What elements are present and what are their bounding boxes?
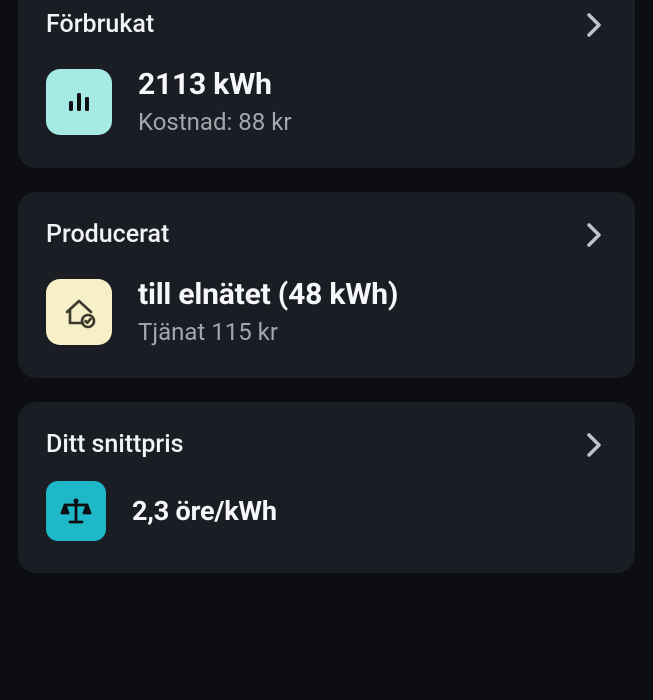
consumed-card[interactable]: Förbrukat 2113 kWh Kostnad: 88 kr [18,0,635,168]
consumed-body: 2113 kWh Kostnad: 88 kr [46,67,607,136]
produced-main-value: till elnätet (48 kWh) [138,277,398,312]
avgprice-main-value: 2,3 öre/kWh [132,495,277,527]
consumed-values: 2113 kWh Kostnad: 88 kr [138,67,292,136]
consumed-title: Förbrukat [46,10,154,39]
produced-card[interactable]: Producerat till elnätet (48 kWh) Tjänat … [18,192,635,378]
chevron-right-icon [581,12,607,38]
consumed-header: Förbrukat [46,10,607,39]
produced-values: till elnätet (48 kWh) Tjänat 115 kr [138,277,398,346]
consumed-sub-value: Kostnad: 88 kr [138,108,292,136]
scale-icon [46,481,106,541]
bar-chart-icon [46,69,112,135]
avgprice-values: 2,3 öre/kWh [132,495,277,527]
house-check-icon [46,279,112,345]
produced-body: till elnätet (48 kWh) Tjänat 115 kr [46,277,607,346]
avgprice-card[interactable]: Ditt snittpris 2,3 öre/kWh [18,402,635,573]
avgprice-body: 2,3 öre/kWh [46,481,607,541]
produced-title: Producerat [46,220,169,249]
avgprice-title: Ditt snittpris [46,430,184,459]
produced-header: Producerat [46,220,607,249]
chevron-right-icon [581,432,607,458]
produced-sub-value: Tjänat 115 kr [138,318,398,346]
avgprice-header: Ditt snittpris [46,430,607,459]
consumed-main-value: 2113 kWh [138,67,292,102]
chevron-right-icon [581,222,607,248]
